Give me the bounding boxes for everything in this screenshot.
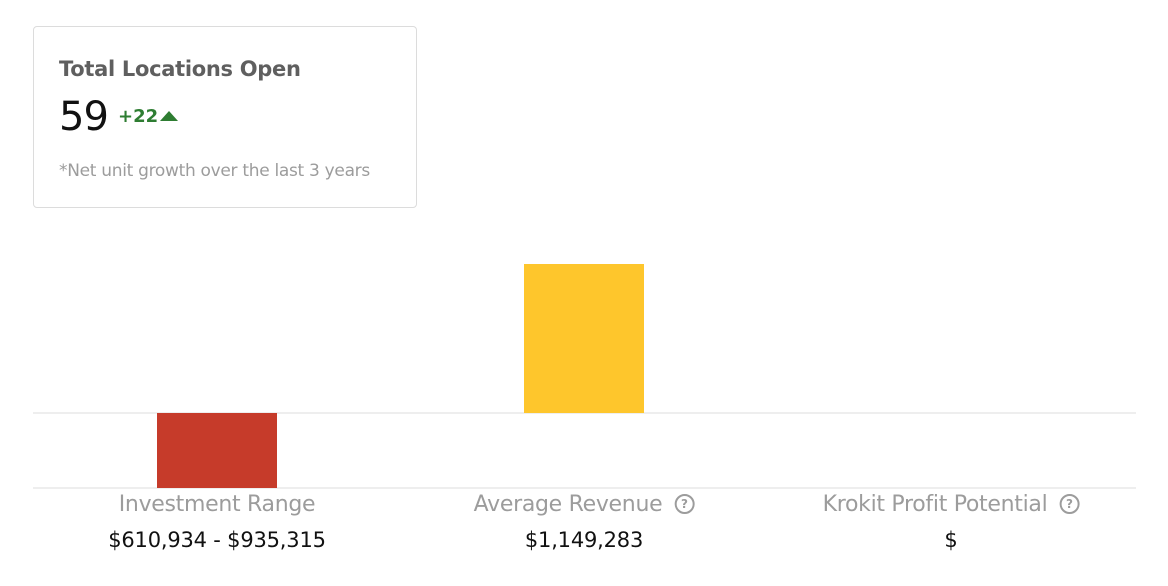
locations-card: Total Locations Open 59 +22 *Net unit gr… [33, 26, 417, 208]
profit-potential-value: $ [944, 528, 958, 552]
card-note: *Net unit growth over the last 3 years [59, 161, 370, 181]
question-circle-icon[interactable]: ? [674, 494, 695, 514]
average-revenue-label-text: Average Revenue [473, 492, 663, 517]
bar-average-revenue [524, 264, 644, 413]
average-revenue-label: Average Revenue? [474, 492, 695, 517]
locations-count: 59 [59, 94, 109, 140]
profit-potential-label: Krokit Profit Potential? [823, 492, 1080, 517]
profit-potential-label-text: Krokit Profit Potential [822, 492, 1048, 517]
investment-range-label-text: Investment Range [118, 492, 316, 517]
investment-range-value: $610,934 - $935,315 [108, 528, 326, 552]
triangle-up-icon [160, 111, 178, 121]
average-revenue-value: $1,149,283 [524, 528, 644, 552]
investment-range-label: Investment Range [119, 492, 316, 517]
bars-group [157, 264, 644, 488]
question-circle-icon[interactable]: ? [1059, 494, 1080, 514]
bar-investment-range [157, 413, 277, 488]
locations-change: +22 [118, 106, 159, 127]
card-title: Total Locations Open [59, 57, 301, 81]
